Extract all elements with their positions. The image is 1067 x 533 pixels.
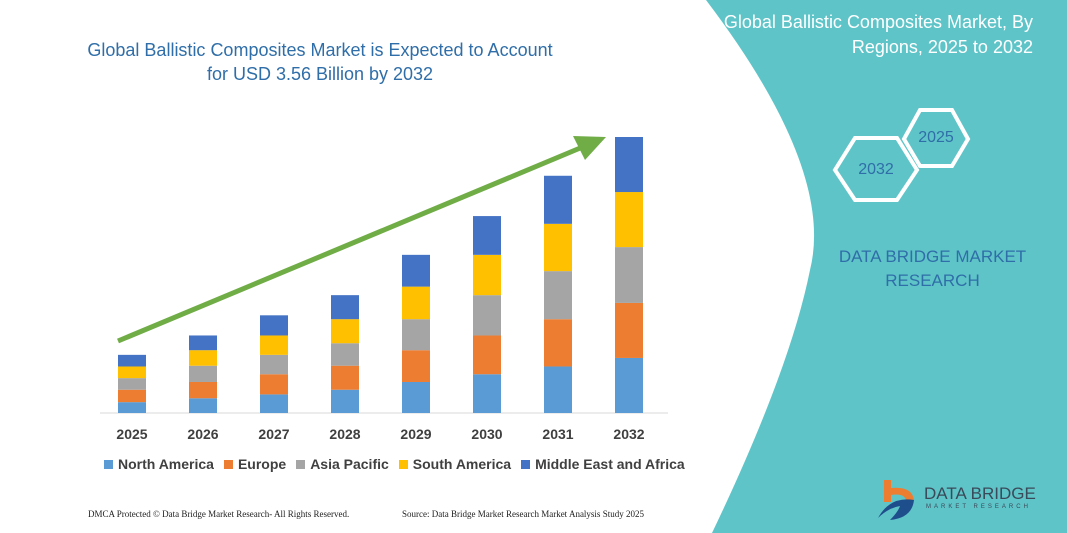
bar-segment-2030-europe xyxy=(473,335,501,375)
bar-segment-2028-north-america xyxy=(331,389,359,413)
brand-text: DATA BRIDGE MARKET RESEARCH xyxy=(838,247,1027,290)
x-tick-label: 2027 xyxy=(258,426,290,442)
legend-label: Middle East and Africa xyxy=(535,456,685,472)
bar-segment-2031-south-america xyxy=(544,223,572,272)
logo-mark xyxy=(878,480,914,520)
hexagon-2032 xyxy=(832,136,920,202)
bar-segment-2025-europe xyxy=(118,389,146,403)
bar-segment-2026-middle-east-and-africa xyxy=(189,335,217,351)
bar-segment-2025-middle-east-and-africa xyxy=(118,354,146,367)
legend-swatch xyxy=(104,459,113,469)
logo-name: DATA BRIDGE xyxy=(924,484,1036,503)
legend-label: Asia Pacific xyxy=(310,456,389,472)
legend-label: South America xyxy=(412,456,512,472)
x-tick-label: 2029 xyxy=(400,426,432,442)
legend-swatch xyxy=(398,459,408,469)
x-tick-label: 2028 xyxy=(329,426,361,442)
bar-segment-2028-middle-east-and-africa xyxy=(331,295,359,320)
legend: North America Europe Asia Pacific South … xyxy=(104,456,685,472)
x-tick-label: 2031 xyxy=(542,426,574,442)
bar-segment-2027-middle-east-and-africa xyxy=(260,315,288,336)
bar-segment-2028-europe xyxy=(331,365,359,390)
legend-swatch xyxy=(223,459,233,469)
bar-segment-2030-north-america xyxy=(473,374,501,413)
legend-item-asia-pacific: Asia Pacific xyxy=(296,456,389,472)
trend-arrow xyxy=(117,136,606,344)
bar-segment-2032-south-america xyxy=(615,192,643,248)
bar-segment-2031-north-america xyxy=(544,366,572,413)
footer-source: Source: Data Bridge Market Research Mark… xyxy=(402,509,644,519)
bar-segment-2031-middle-east-and-africa xyxy=(544,175,572,224)
bar-segment-2027-south-america xyxy=(260,335,288,355)
bar-segment-2030-asia-pacific xyxy=(473,295,501,336)
bar-segment-2032-asia-pacific xyxy=(615,247,643,303)
bar-segment-2027-north-america xyxy=(260,394,288,413)
x-tick-label: 2025 xyxy=(116,426,148,442)
legend-item-europe: Europe xyxy=(223,456,287,472)
bar-segment-2025-asia-pacific xyxy=(118,378,146,390)
bar-segment-2031-europe xyxy=(544,319,572,367)
bar-segment-2032-middle-east-and-africa xyxy=(615,137,643,193)
bar-segment-2030-middle-east-and-africa xyxy=(473,216,501,255)
chart-title: Global Ballistic Composites Market is Ex… xyxy=(87,40,553,84)
bar-segment-2026-south-america xyxy=(189,350,217,366)
x-tick-label: 2026 xyxy=(187,426,219,442)
bar-segment-2028-south-america xyxy=(331,319,359,344)
bar-segment-2025-south-america xyxy=(118,366,146,379)
bar-segment-2026-asia-pacific xyxy=(189,365,217,382)
hex-label-2032: 2032 xyxy=(858,161,894,178)
bar-segment-2026-europe xyxy=(189,381,217,399)
bar-segment-2030-south-america xyxy=(473,254,501,296)
bar-segment-2032-europe xyxy=(615,302,643,358)
legend-item-north-america: North America xyxy=(104,456,214,472)
legend-label: Europe xyxy=(237,456,287,472)
bar-segment-2032-north-america xyxy=(615,357,643,413)
legend-item-south-america: South America xyxy=(398,456,512,472)
bar-segment-2028-asia-pacific xyxy=(331,343,359,366)
side-panel-title: Global Ballistic Composites Market, By R… xyxy=(723,12,1033,57)
hexagon-2025 xyxy=(901,108,971,168)
footer-copyright: DMCA Protected © Data Bridge Market Rese… xyxy=(88,509,350,519)
hex-label-2025: 2025 xyxy=(918,129,954,146)
legend-label: North America xyxy=(118,456,214,472)
bar-segment-2026-north-america xyxy=(189,398,217,413)
bar-segment-2029-middle-east-and-africa xyxy=(402,254,430,287)
bar-segment-2027-asia-pacific xyxy=(260,354,288,375)
x-tick-label: 2032 xyxy=(613,426,645,442)
legend-item-middle-east-africa: Middle East and Africa xyxy=(521,456,685,472)
bar-segment-2029-north-america xyxy=(402,381,430,413)
bar-segment-2029-asia-pacific xyxy=(402,319,430,351)
bars-group xyxy=(118,137,643,413)
bar-segment-2029-europe xyxy=(402,350,430,382)
side-panel-shape xyxy=(706,0,1067,533)
bar-segment-2025-north-america xyxy=(118,402,146,413)
legend-swatch xyxy=(296,459,306,469)
x-tick-label: 2030 xyxy=(471,426,503,442)
logo-tagline: MARKET RESEARCH xyxy=(926,504,1031,510)
bar-segment-2031-asia-pacific xyxy=(544,271,572,320)
bar-segment-2029-south-america xyxy=(402,286,430,320)
legend-swatch xyxy=(521,459,531,469)
bar-segment-2027-europe xyxy=(260,374,288,395)
